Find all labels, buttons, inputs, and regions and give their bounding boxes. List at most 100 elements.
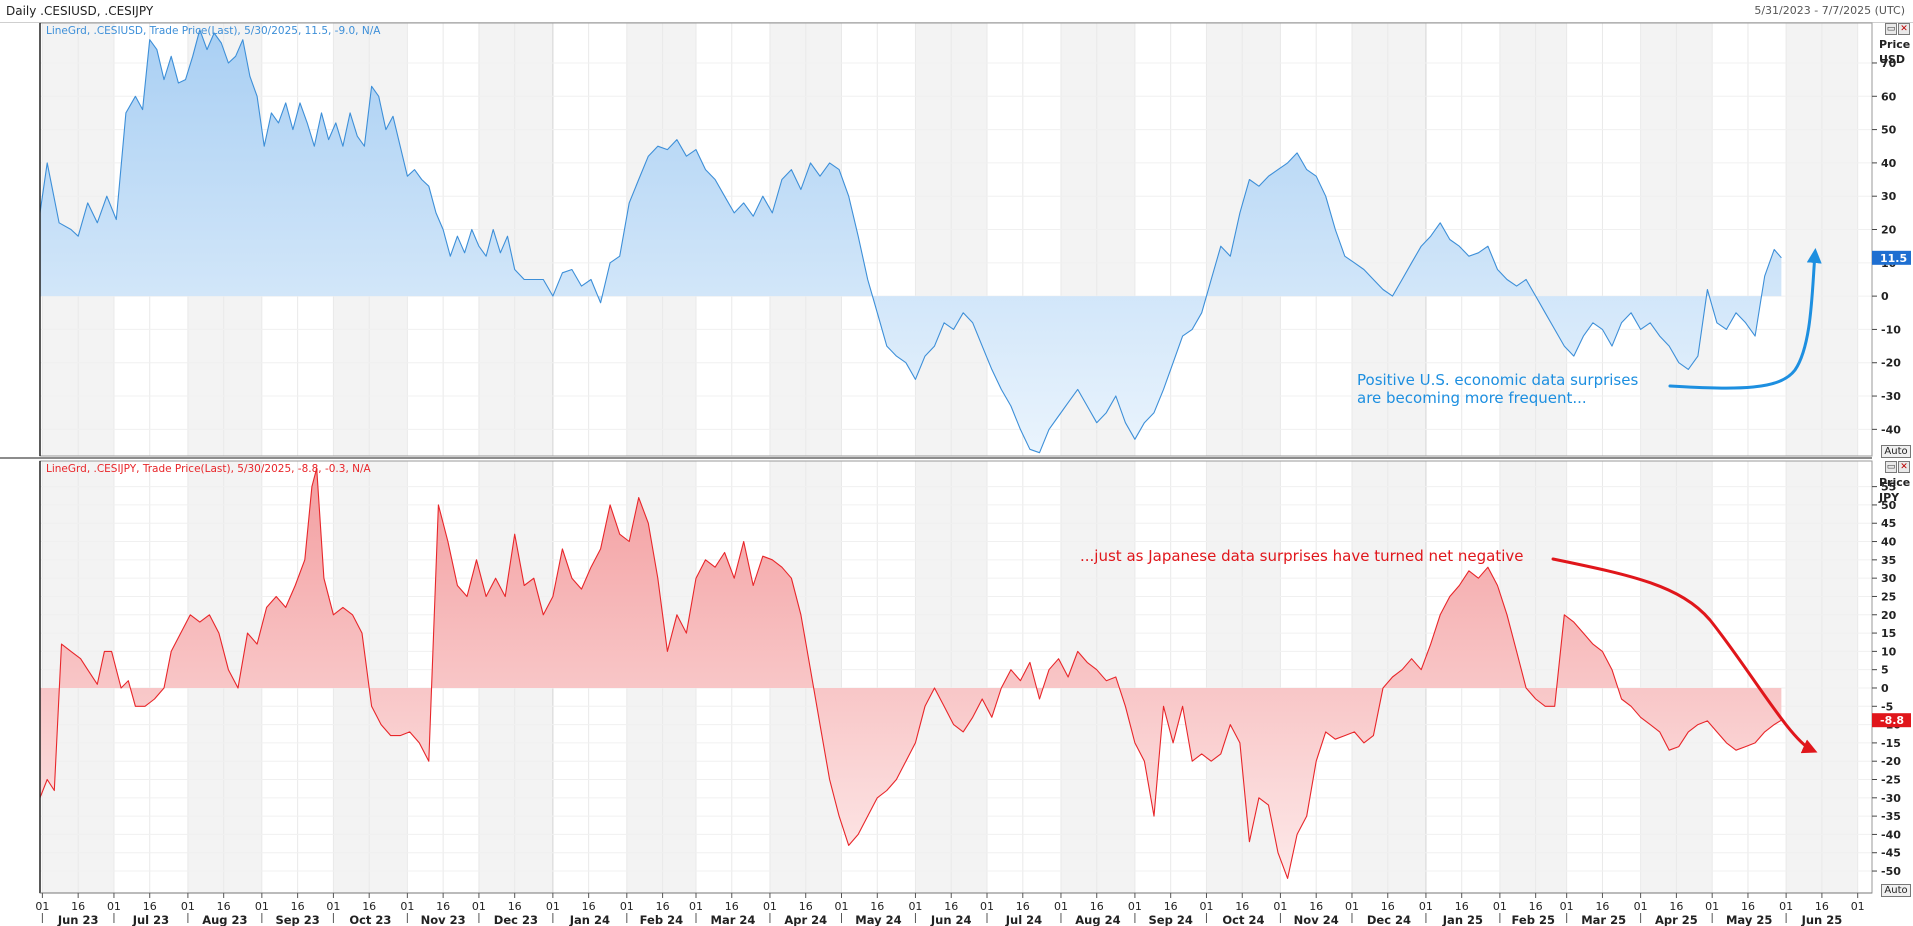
usd-ytick-label: 20 — [1881, 224, 1897, 237]
usd-axis-title: Price — [1879, 38, 1910, 51]
usd-panel-minimize-button[interactable]: ▭ — [1885, 23, 1897, 35]
jpy-ytick-label: -45 — [1881, 847, 1901, 860]
xtick-label: 16 — [217, 900, 231, 913]
xtick-label: 01 — [763, 900, 777, 913]
xtick-label: 16 — [1815, 900, 1829, 913]
xtick-label: 16 — [1595, 900, 1609, 913]
jpy-legend: LineGrd, .CESIJPY, Trade Price(Last), 5/… — [46, 463, 372, 475]
xtick-label: 01 — [1851, 900, 1865, 913]
xtick-label: 16 — [1741, 900, 1755, 913]
month-label: Apr 25 — [1655, 913, 1698, 926]
month-label: May 24 — [855, 913, 901, 926]
xtick-label: 16 — [1164, 900, 1178, 913]
usd-legend: LineGrd, .CESIUSD, Trade Price(Last), 5/… — [46, 25, 381, 37]
xtick-label: 01 — [1634, 900, 1648, 913]
xtick-label: 16 — [143, 900, 157, 913]
jpy-ytick-label: 35 — [1881, 554, 1896, 567]
usd-ytick-label: 60 — [1881, 90, 1897, 103]
xtick-label: 01 — [1779, 900, 1793, 913]
xtick-label: 16 — [725, 900, 739, 913]
jpy-ytick-label: 5 — [1881, 664, 1889, 677]
xtick-label: 01 — [255, 900, 269, 913]
jpy-last-value-badge — [1872, 713, 1911, 728]
xtick-label: 16 — [799, 900, 813, 913]
xtick-label: 01 — [1345, 900, 1359, 913]
usd-trend-arrow — [1668, 248, 1822, 390]
xtick-label: 16 — [944, 900, 958, 913]
usd-ytick-label: -40 — [1881, 423, 1901, 436]
jpy-ytick-label: 55 — [1881, 481, 1896, 494]
xtick-label: 01 — [835, 900, 849, 913]
month-label: Jun 25 — [1801, 913, 1843, 926]
xtick-label: 01 — [546, 900, 560, 913]
jpy-ytick-label: -5 — [1881, 700, 1893, 713]
month-label: Mar 25 — [1581, 913, 1626, 926]
month-label: Mar 24 — [711, 913, 756, 926]
xtick-label: 01 — [1493, 900, 1507, 913]
month-label: Sep 23 — [275, 913, 319, 926]
usd-panel-close-button[interactable]: ✕ — [1898, 23, 1910, 35]
xtick-label: 16 — [656, 900, 670, 913]
usd-auto-scale-button[interactable]: Auto — [1881, 445, 1911, 458]
jpy-auto-scale-button[interactable]: Auto — [1881, 884, 1911, 897]
jpy-panel-minimize-button[interactable]: ▭ — [1885, 461, 1897, 473]
month-label: Oct 24 — [1222, 913, 1264, 926]
month-label: Jul 23 — [132, 913, 169, 926]
xtick-label: 16 — [508, 900, 522, 913]
xtick-label: 16 — [436, 900, 450, 913]
month-label: Jul 24 — [1005, 913, 1042, 926]
usd-last-value-badge — [1872, 250, 1911, 265]
xtick-label: 16 — [870, 900, 884, 913]
month-label: Dec 24 — [1367, 913, 1411, 926]
usd-series-area — [40, 29, 1782, 453]
jpy-annotation-text: ...just as Japanese data surprises have … — [1080, 547, 1524, 565]
month-label: Feb 25 — [1512, 913, 1555, 926]
xtick-label: 16 — [1669, 900, 1683, 913]
usd-annotation-text: Positive U.S. economic data surprises — [1357, 371, 1638, 389]
usd-ytick-label: -10 — [1881, 323, 1901, 336]
xtick-label: 01 — [1054, 900, 1068, 913]
jpy-panel-close-button[interactable]: ✕ — [1898, 461, 1910, 473]
month-label: Aug 24 — [1075, 913, 1120, 926]
month-label: Sep 24 — [1149, 913, 1193, 926]
usd-ytick-label: -30 — [1881, 390, 1901, 403]
jpy-ytick-label: -35 — [1881, 810, 1901, 823]
xtick-label: 01 — [1419, 900, 1433, 913]
xtick-label: 01 — [35, 900, 49, 913]
xtick-label: 16 — [1235, 900, 1249, 913]
month-label: May 25 — [1726, 913, 1772, 926]
jpy-ytick-label: 0 — [1881, 682, 1889, 695]
usd-ytick-label: -20 — [1881, 357, 1901, 370]
month-label: Nov 23 — [421, 913, 466, 926]
usd-ytick-label: 40 — [1881, 157, 1897, 170]
xtick-label: 16 — [71, 900, 85, 913]
xtick-label: 01 — [107, 900, 121, 913]
month-label: Nov 24 — [1294, 913, 1339, 926]
xtick-label: 01 — [1273, 900, 1287, 913]
usd-month-band — [1499, 23, 1567, 456]
jpy-axis-title: Price — [1879, 476, 1910, 489]
jpy-ytick-label: 40 — [1881, 536, 1897, 549]
usd-last-value-label: 11.5 — [1880, 252, 1907, 265]
jpy-ytick-label: 15 — [1881, 627, 1896, 640]
xtick-label: 16 — [582, 900, 596, 913]
xtick-label: 01 — [1199, 900, 1213, 913]
xtick-label: 16 — [1016, 900, 1030, 913]
jpy-last-value-label: -8.8 — [1880, 714, 1904, 727]
usd-axis-title: USD — [1879, 53, 1905, 66]
month-label: Apr 24 — [784, 913, 827, 926]
month-label: Jan 24 — [569, 913, 610, 926]
month-label: Jun 23 — [57, 913, 99, 926]
month-label: Dec 23 — [494, 913, 538, 926]
xtick-label: 16 — [362, 900, 376, 913]
usd-ytick-label: 0 — [1881, 290, 1889, 303]
jpy-ytick-label: -50 — [1881, 865, 1901, 878]
xtick-label: 01 — [1560, 900, 1574, 913]
chart-title: Daily .CESIUSD, .CESIJPY — [6, 4, 154, 18]
jpy-series-area — [40, 468, 1782, 879]
jpy-ytick-label: 25 — [1881, 590, 1896, 603]
jpy-ytick-label: 45 — [1881, 517, 1896, 530]
usd-ytick-label: 30 — [1881, 190, 1897, 203]
xtick-label: 16 — [1529, 900, 1543, 913]
